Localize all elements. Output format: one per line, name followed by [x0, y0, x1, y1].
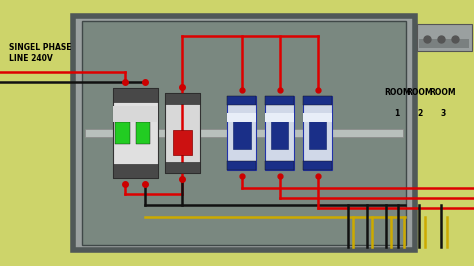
Bar [417, 24, 472, 51]
Text: 1: 1 [394, 109, 400, 118]
Bar [303, 96, 332, 170]
Bar [227, 96, 256, 170]
Text: ROOM: ROOM [429, 88, 456, 97]
Bar [112, 164, 157, 178]
Bar [165, 93, 200, 173]
Bar [303, 161, 332, 170]
Text: ROOM: ROOM [407, 88, 433, 97]
Bar [73, 16, 415, 250]
Bar [173, 130, 192, 155]
Bar [303, 96, 332, 105]
Bar [303, 113, 332, 122]
Bar [115, 122, 130, 144]
Bar [165, 93, 200, 104]
Bar [265, 113, 294, 122]
Bar [419, 39, 469, 48]
Bar [112, 88, 157, 102]
Bar [265, 161, 294, 170]
Bar [233, 117, 251, 149]
Bar [265, 96, 294, 170]
Text: 2: 2 [417, 109, 423, 118]
Text: 3: 3 [440, 109, 446, 118]
Bar [82, 21, 406, 245]
Bar [136, 122, 150, 144]
Bar [227, 161, 256, 170]
Bar [309, 117, 327, 149]
Bar [112, 88, 157, 178]
Bar [265, 96, 294, 105]
Bar [165, 162, 200, 173]
Bar [85, 129, 403, 137]
Bar [227, 113, 256, 122]
Text: ROOM: ROOM [384, 88, 410, 97]
Bar [227, 96, 256, 105]
Text: SINGEL PHASE
LINE 240V: SINGEL PHASE LINE 240V [9, 43, 72, 63]
Bar [112, 106, 157, 122]
Bar [271, 117, 289, 149]
